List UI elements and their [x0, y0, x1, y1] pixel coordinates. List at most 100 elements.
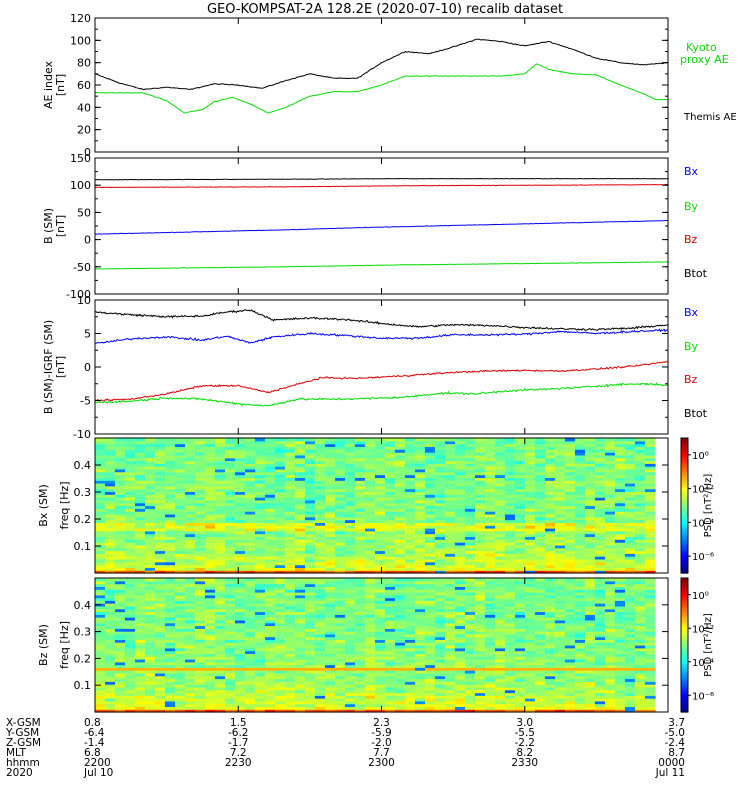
spectrogram-cell: [455, 502, 466, 507]
spectrogram-cell: [225, 522, 236, 526]
spectrogram-cell: [645, 463, 656, 467]
colorbar-segment: [681, 489, 688, 493]
spectrogram-cell: [175, 457, 186, 462]
spectrogram-cell: [525, 485, 536, 490]
spectrogram-cell: [125, 675, 136, 680]
colorbar-tick-label: 10⁰: [692, 451, 709, 462]
spectrogram-cell: [305, 483, 316, 487]
spectrogram-cell: [565, 525, 576, 529]
spectrogram-cell: [175, 544, 186, 549]
spectrogram-cell: [315, 497, 326, 501]
spectrogram-cell: [155, 586, 166, 590]
spectrogram-cell: [385, 580, 396, 585]
spectrogram-cell: [145, 667, 156, 671]
spectrogram-cell: [265, 631, 276, 635]
spectrogram-cell: [395, 667, 406, 671]
spectrogram-cell: [365, 594, 376, 599]
spectrogram-cell: [375, 488, 386, 492]
spectrogram-cell: [365, 625, 376, 629]
spectrogram-cell: [635, 542, 646, 546]
spectrogram-cell: [275, 511, 286, 515]
spectrogram-cell: [145, 698, 156, 702]
spectrogram-cell: [245, 600, 256, 604]
spectrogram-cell: [135, 597, 146, 601]
y-tick-label: -100: [66, 288, 91, 301]
spectrogram-cell: [255, 454, 266, 459]
spectrogram-cell: [155, 570, 166, 574]
spectrogram-cell: [345, 594, 356, 599]
spectrogram-cell: [385, 619, 396, 624]
spectrogram-cell: [475, 664, 486, 668]
spectrogram-cell: [115, 672, 126, 677]
spectrogram-cell: [635, 544, 646, 549]
spectrogram-cell: [345, 466, 356, 470]
spectrogram-cell: [385, 678, 396, 682]
spectrogram-cell: [515, 675, 526, 680]
spectrogram-cell: [355, 594, 366, 599]
spectrogram-cell: [405, 605, 416, 610]
spectrogram-cell: [325, 603, 336, 607]
spectrogram-cell: [405, 661, 416, 666]
spectrogram-cell: [205, 592, 216, 596]
spectrogram-cell: [365, 553, 376, 557]
spectrogram-cell: [485, 608, 496, 613]
spectrogram-cell: [105, 684, 116, 688]
spectrogram-cell: [505, 438, 516, 442]
colorbar-segment: [681, 462, 688, 466]
spectrogram-cell: [415, 619, 426, 624]
spectrogram-cell: [485, 586, 496, 590]
spectrogram-cell: [255, 564, 266, 568]
spectrogram-cell: [205, 667, 216, 671]
spectrogram-cell: [625, 550, 636, 554]
spectrogram-cell: [295, 494, 306, 498]
spectrogram-cell: [195, 511, 206, 515]
spectrogram-cell: [475, 547, 486, 552]
spectrogram-cell: [425, 603, 436, 607]
spectrogram-cell: [305, 681, 316, 685]
y-tick-label: 0.1: [74, 540, 92, 553]
spectrogram-cell: [525, 556, 536, 560]
spectrogram-cell: [395, 446, 406, 450]
spectrogram-cell: [435, 611, 446, 615]
spectrogram-cell: [445, 485, 456, 490]
spectrogram-cell: [225, 542, 236, 546]
spectrogram-cell: [335, 477, 346, 481]
spectrogram-cell: [645, 505, 656, 509]
spectrogram-cell: [125, 452, 136, 456]
spectrogram-cell: [455, 664, 466, 668]
spectrogram-cell: [535, 522, 546, 526]
spectrogram-cell: [375, 650, 386, 654]
spectrogram-cell: [415, 553, 426, 557]
spectrogram-cell: [605, 491, 616, 495]
spectrogram-cell: [305, 505, 316, 509]
spectrogram-cell: [415, 661, 426, 666]
spectrogram-cell: [515, 525, 526, 529]
spectrogram-cell: [475, 466, 486, 470]
spectrogram-cell: [645, 558, 656, 563]
spectrogram-cell: [345, 497, 356, 501]
spectrogram-cell: [105, 639, 116, 643]
spectrogram-cell: [285, 578, 296, 582]
spectrogram-cell: [145, 647, 156, 652]
spectrogram-cell: [505, 449, 516, 453]
spectrogram-cell: [145, 672, 156, 677]
spectrogram-cell: [345, 474, 356, 478]
spectrogram-cell: [315, 659, 326, 663]
spectrogram-cell: [295, 603, 306, 607]
spectrogram-cell: [455, 586, 466, 590]
spectrogram-cell: [325, 628, 336, 632]
spectrogram-cell: [125, 625, 136, 629]
spectrogram-cell: [255, 491, 266, 495]
spectrogram-cell: [225, 477, 236, 481]
spectrogram-cell: [335, 471, 346, 476]
spectrogram-cell: [295, 449, 306, 453]
spectrogram-cell: [565, 491, 576, 495]
spectrogram-cell: [465, 628, 476, 632]
spectrogram-cell: [235, 502, 246, 507]
spectrogram-cell: [465, 471, 476, 476]
spectrogram-cell: [585, 558, 596, 563]
spectrogram-cell: [635, 494, 646, 498]
spectrogram-cell: [95, 544, 106, 549]
spectrogram-cell: [165, 684, 176, 688]
